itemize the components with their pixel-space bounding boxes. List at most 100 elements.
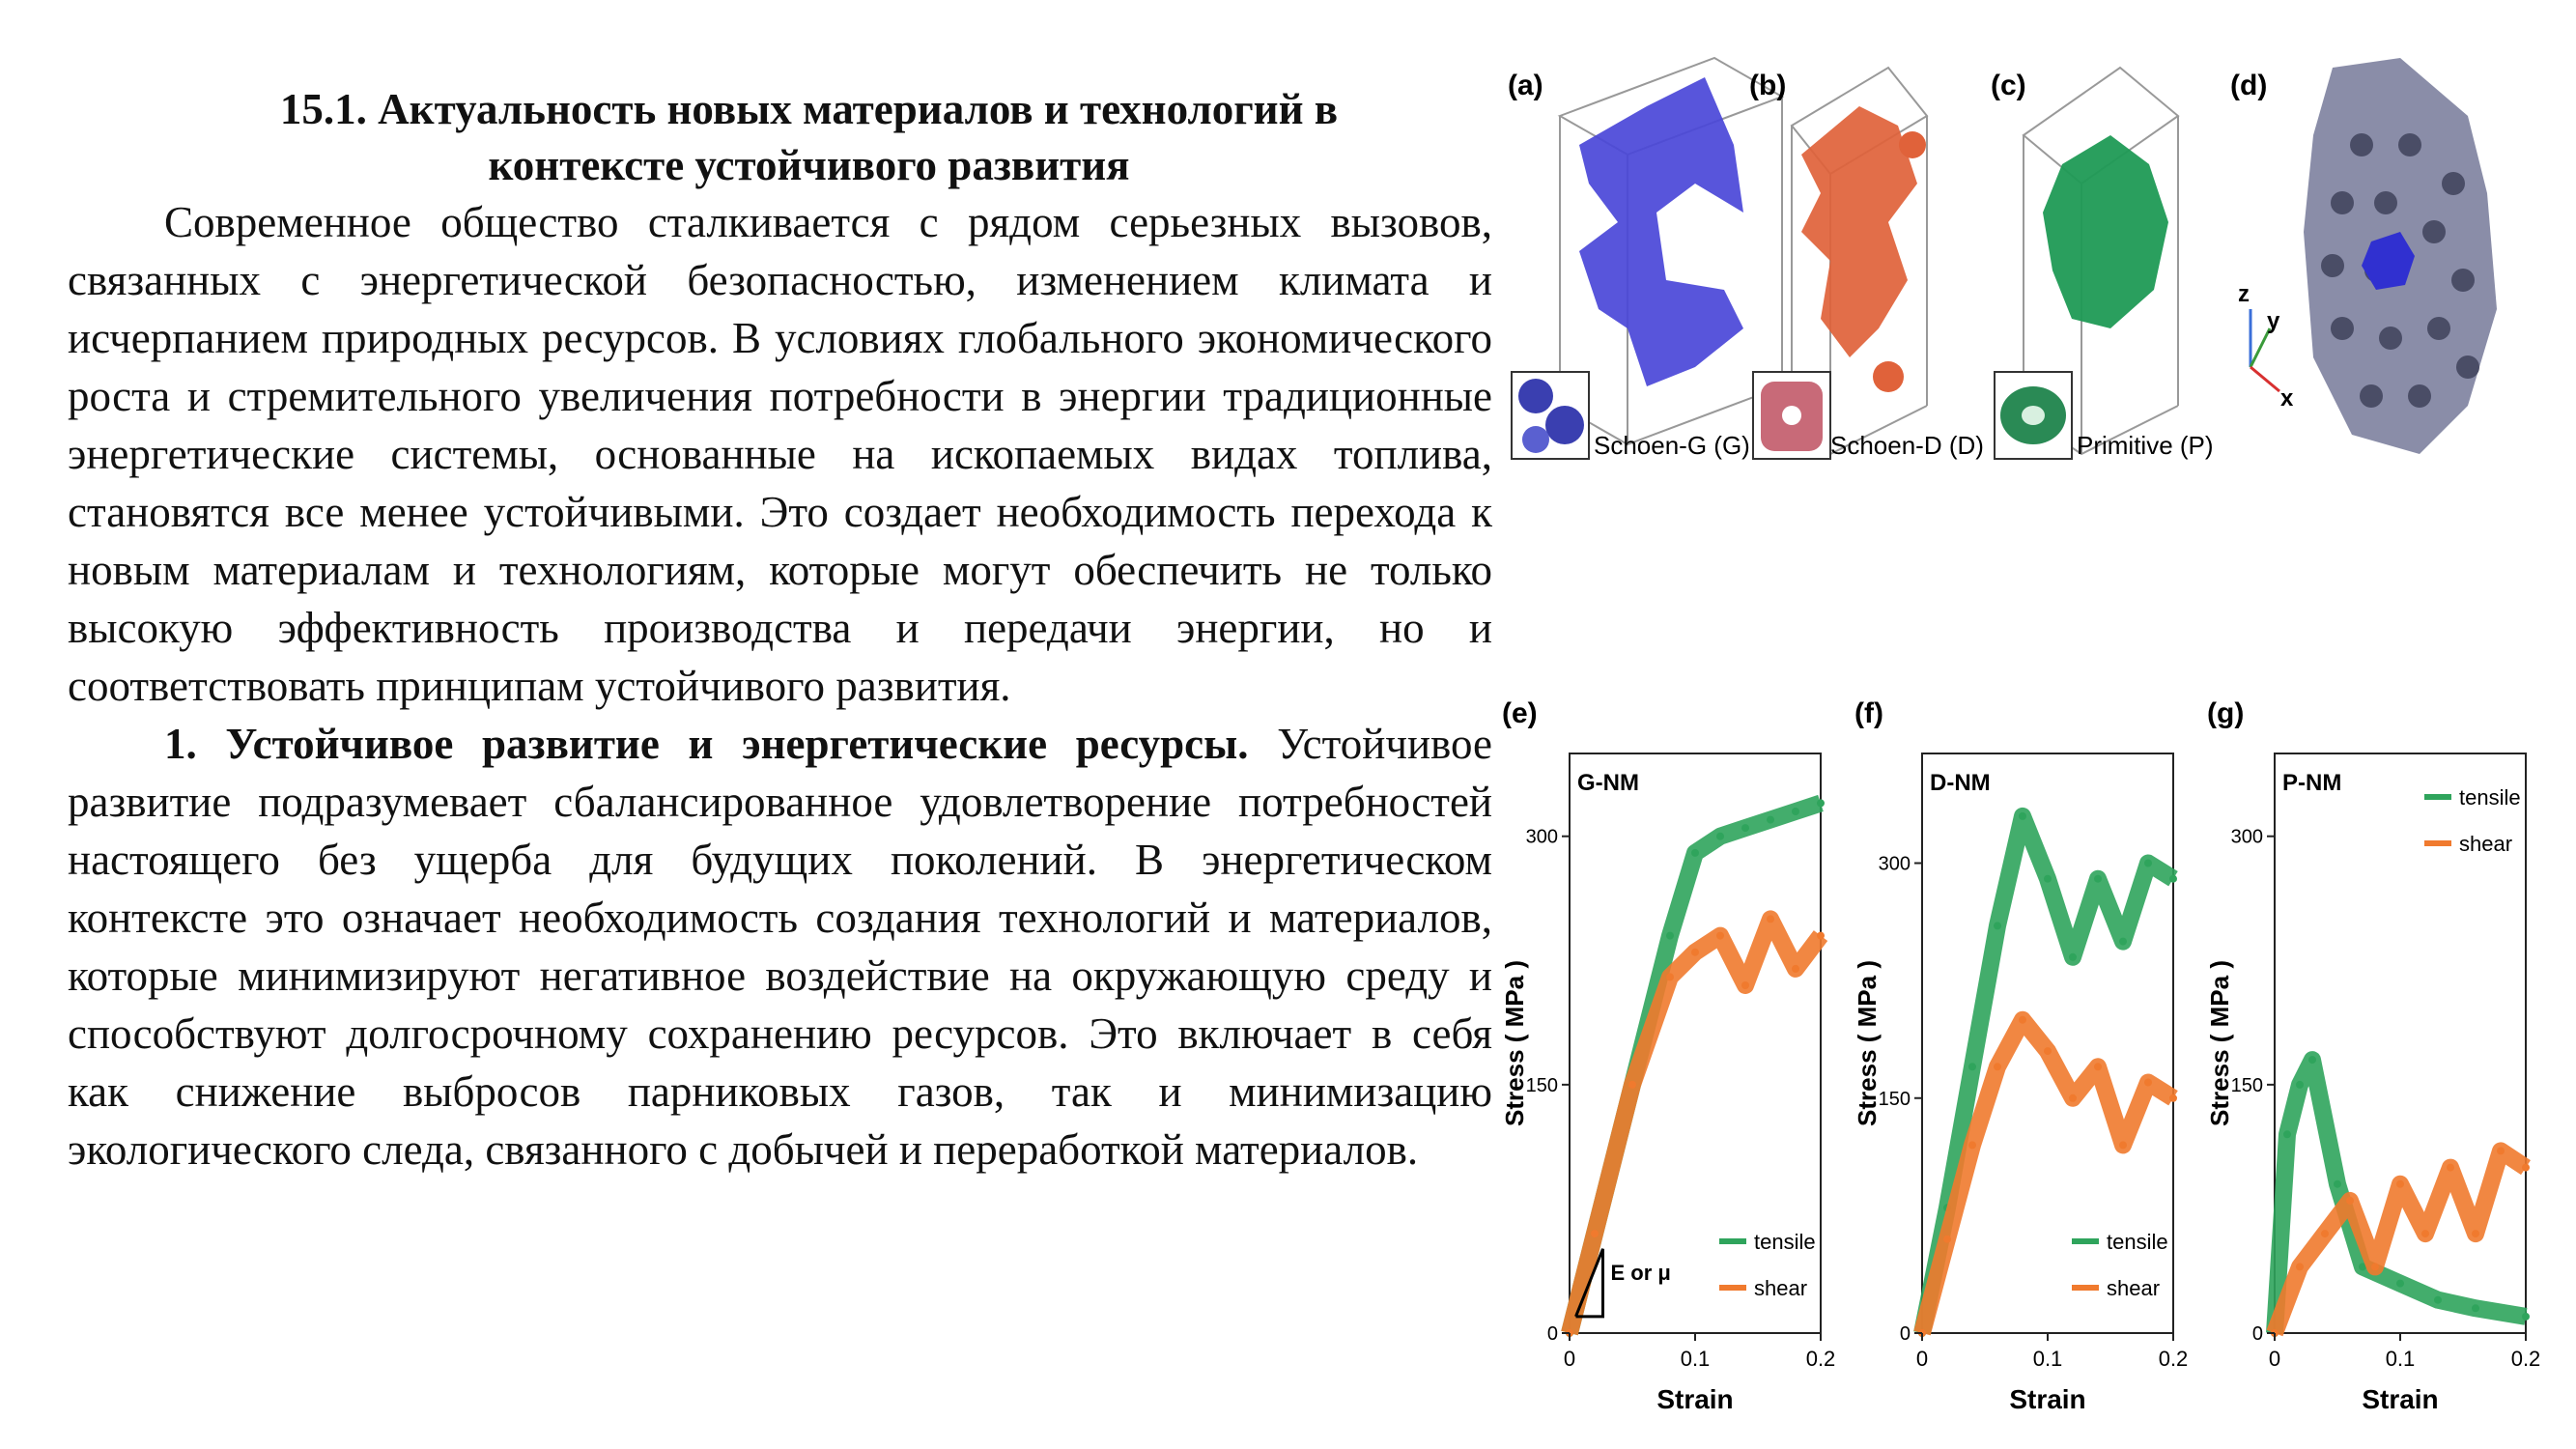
point-shear xyxy=(1716,931,1724,940)
x-tick-label: 0.1 xyxy=(2386,1347,2416,1371)
paragraph-sustainable-title: 1. Устойчивое развитие и энергетические … xyxy=(164,720,1249,768)
axis-z-letter: z xyxy=(2238,281,2250,307)
panel-b: (b) Schoen-D (D) xyxy=(1749,66,1984,460)
point-shear xyxy=(2472,1230,2479,1238)
point-tensile xyxy=(2094,874,2102,883)
panel-c-caption: Primitive (P) xyxy=(2077,431,2214,460)
panel-d-letter: (d) xyxy=(2230,70,2267,101)
primitive-inset-icon xyxy=(1994,371,2073,460)
point-tensile xyxy=(1691,848,1699,857)
schoen-g-structure-icon xyxy=(1579,77,1743,386)
point-tensile xyxy=(2119,937,2127,946)
y-tick-label: 300 xyxy=(1879,854,1911,875)
chart-p-nm: (g) P-NM 0 0.1 0.2 0 150 300 Strain Stress ( MPa … xyxy=(2205,697,2540,1414)
point-tensile xyxy=(2296,1080,2304,1089)
legend-label-shear: shear xyxy=(2107,1276,2160,1300)
point-shear xyxy=(2371,1263,2379,1271)
x-axis-label: Strain xyxy=(2009,1384,2085,1414)
point-shear xyxy=(1968,1141,1976,1150)
legend-label-tensile: tensile xyxy=(1754,1230,1816,1254)
point-tensile xyxy=(1767,815,1774,824)
point-tensile xyxy=(1716,832,1724,840)
panel-b-letter: (b) xyxy=(1749,70,1786,101)
x-tick-label: 0 xyxy=(1564,1347,1575,1371)
panel-a-caption: Schoen-G (G) xyxy=(1594,431,1750,460)
point-shear xyxy=(2396,1179,2404,1188)
figure: (a) Schoen-G (G) (b) xyxy=(1502,39,2564,1430)
panel-letter: (g) xyxy=(2207,697,2244,729)
x-tick-label: 0 xyxy=(2269,1347,2280,1371)
x-tick-label: 0.1 xyxy=(2033,1347,2063,1371)
point-shear xyxy=(2321,1230,2329,1238)
legend-label-tensile: tensile xyxy=(2459,785,2521,810)
point-tensile xyxy=(2522,1312,2530,1321)
y-tick-label: 0 xyxy=(1547,1323,1558,1345)
paragraph-intro: Современное общество сталкивается с рядо… xyxy=(68,198,1492,710)
point-tensile xyxy=(1666,931,1674,940)
y-tick-label: 0 xyxy=(2252,1323,2263,1345)
axis-x-letter: x xyxy=(2280,385,2294,412)
point-shear xyxy=(1628,1080,1636,1089)
point-shear xyxy=(2296,1263,2304,1271)
point-shear xyxy=(1943,1235,1951,1243)
point-tensile xyxy=(2283,1130,2291,1139)
legend-label-shear: shear xyxy=(1754,1276,1807,1300)
heading-line-2: контексте устойчивого развития xyxy=(488,141,1130,189)
point-tensile xyxy=(2069,952,2077,961)
point-shear xyxy=(2044,1047,2052,1056)
panel-c-letter: (c) xyxy=(1991,70,2026,101)
point-shear xyxy=(2522,1163,2530,1172)
chart-g-nm: (e) G-NM 0 0.1 0.2 0 150 300 Strain Stress ( MPa … xyxy=(1502,697,1835,1414)
y-tick-label: 150 xyxy=(1526,1075,1558,1096)
point-tensile xyxy=(2308,1056,2316,1065)
point-shear xyxy=(1591,1230,1599,1238)
x-axis-label: Strain xyxy=(1656,1384,1733,1414)
point-shear xyxy=(2119,1141,2127,1150)
point-shear xyxy=(2346,1196,2354,1205)
unit-cell-highlight-icon xyxy=(2362,232,2415,290)
schoen-d-inset-icon xyxy=(1752,371,1831,460)
point-shear xyxy=(2447,1163,2454,1172)
x-axis-label: Strain xyxy=(2362,1384,2438,1414)
y-axis-label: Stress ( MPa ) xyxy=(1853,960,1882,1126)
heading-line-1: 15.1. Актуальность новых материалов и те… xyxy=(279,85,1339,133)
point-shear xyxy=(1792,964,1799,973)
series-tensile xyxy=(2266,1051,2528,1334)
point-tensile xyxy=(2359,1263,2366,1271)
point-tensile xyxy=(1968,1063,1976,1071)
paragraph-sustainable-body: Устойчивое развитие подразумевает сбалан… xyxy=(68,720,1492,1174)
legend-label-tensile: tensile xyxy=(2107,1230,2168,1254)
x-tick-label: 0 xyxy=(1916,1347,1928,1371)
point-shear xyxy=(2497,1147,2505,1155)
point-tensile xyxy=(2472,1304,2479,1313)
series-shear xyxy=(1561,910,1828,1336)
modulus-triangle-icon xyxy=(1574,1248,1604,1319)
panel-c: (c) Primitive (P) xyxy=(1991,66,2214,460)
modulus-annotation: E or μ xyxy=(1611,1261,1671,1285)
axes-triad-icon xyxy=(2249,309,2280,393)
point-shear xyxy=(2094,1063,2102,1071)
y-tick-label: 0 xyxy=(1900,1323,1911,1345)
chart-d-nm: (f) D-NM 0 0.1 0.2 0 150 300 Strain Stress ( MPa … xyxy=(1853,697,2188,1414)
point-shear xyxy=(2421,1230,2429,1238)
point-tensile xyxy=(1792,808,1799,815)
point-shear xyxy=(1741,981,1749,989)
point-shear xyxy=(1994,1063,2001,1071)
panel-d: (d) z y x xyxy=(2230,58,2497,454)
legend-label-shear: shear xyxy=(2459,832,2512,856)
chart-title: G-NM xyxy=(1577,770,1639,796)
point-shear xyxy=(2169,1094,2177,1102)
text-column: 15.1. Актуальность новых материалов и те… xyxy=(68,81,1492,1179)
point-tensile xyxy=(2144,859,2152,867)
panel-b-caption: Schoen-D (D) xyxy=(1830,431,1984,460)
point-tensile xyxy=(2019,811,2026,820)
y-tick-label: 300 xyxy=(1526,827,1558,848)
y-tick-label: 150 xyxy=(1879,1089,1911,1110)
y-tick-label: 300 xyxy=(2231,827,2263,848)
axis-y-letter: y xyxy=(2267,308,2280,334)
chart-title: P-NM xyxy=(2282,770,2341,796)
y-tick-label: 150 xyxy=(2231,1075,2263,1096)
point-tensile xyxy=(2434,1295,2442,1304)
y-axis-label: Stress ( MPa ) xyxy=(1502,960,1529,1126)
series-tensile xyxy=(1913,807,2178,1335)
